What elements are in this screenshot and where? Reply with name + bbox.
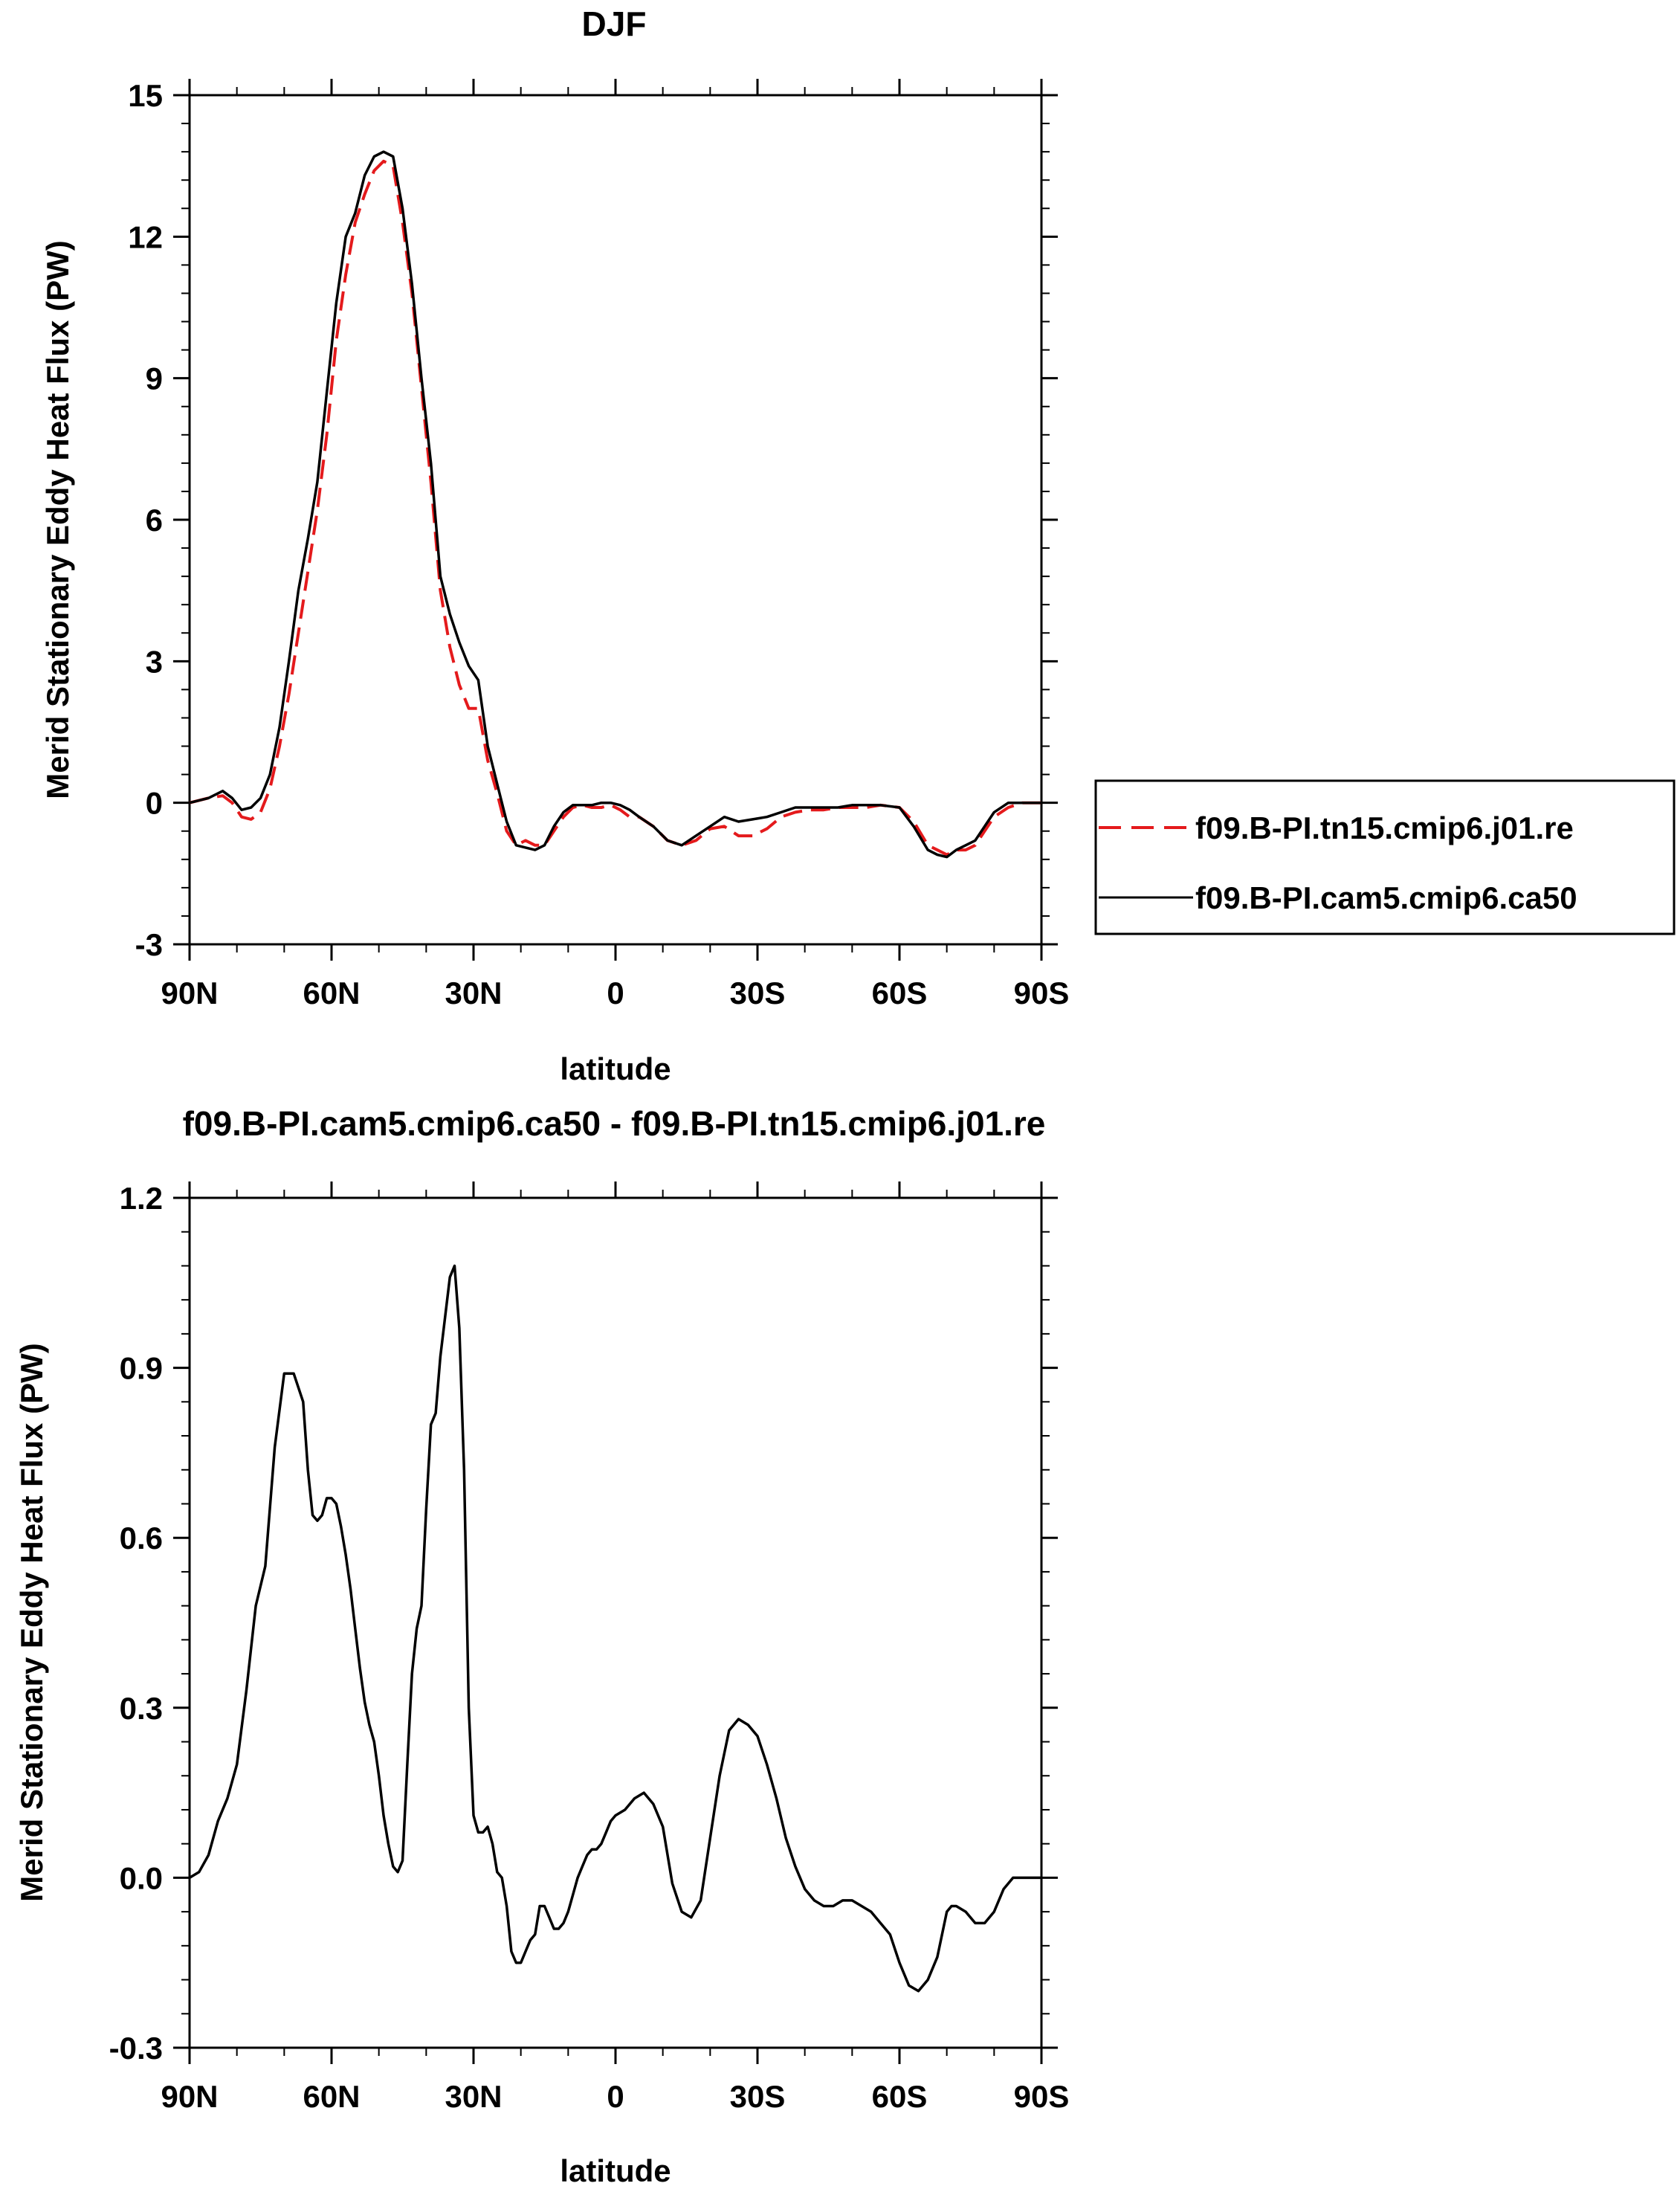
x-tick-label: 30N [445,2079,502,2114]
x-tick-label: 60S [872,976,928,1010]
chart-bottom-x-axis-label: latitude [560,2153,671,2188]
chart-top: DJF -3 0 3 6 9 12 15 90N 60N 30N 0 30S 60S 90S latit… [40,4,1676,1086]
x-tick-label: 90N [161,2079,218,2114]
y-tick-label: 0 [146,786,163,821]
legend-box [1094,779,1676,935]
y-tick-label: 15 [128,78,163,113]
legend-entry-0: f09.B-PI.tn15.cmip6.j01.re [1195,810,1574,845]
x-tick-label: 60S [872,2079,928,2114]
chart-bottom-y-tick-labels: -0.3 0.0 0.3 0.6 0.9 1.2 [109,1181,163,2066]
chart-top-y-tick-labels: -3 0 3 6 9 12 15 [128,78,163,962]
chart-top-x-axis-label: latitude [560,1051,671,1086]
x-tick-label: 60N [303,2079,360,2114]
x-tick-label: 0 [607,2079,624,2114]
y-tick-label: 6 [146,503,163,538]
chart-bottom-plot-frame [188,1196,1043,2049]
y-tick-label: -3 [135,927,163,962]
chart-top-y-axis-label: Merid Stationary Eddy Heat Flux (PW) [40,240,75,799]
y-tick-label: 0.9 [120,1351,163,1386]
x-tick-label: 90S [1014,976,1070,1010]
chart-bottom-ticks [173,1181,1058,2064]
y-tick-label: 12 [128,219,163,254]
chart-bottom-series [189,1264,1041,1993]
y-tick-label: 0.6 [120,1521,163,1555]
chart-top-title: DJF [582,4,647,43]
chart-bottom: f09.B-PI.cam5.cmip6.ca50 - f09.B-PI.tn15… [14,1104,1069,2188]
y-tick-label: 0.0 [120,1860,163,1895]
y-tick-label: -0.3 [109,2031,163,2066]
y-tick-label: 0.3 [120,1691,163,1726]
x-tick-label: 30N [445,976,502,1010]
series-line-0 [189,159,1041,857]
chart-top-legend: f09.B-PI.tn15.cmip6.j01.re f09.B-PI.cam5… [1094,779,1676,935]
y-tick-label: 9 [146,361,163,396]
chart-bottom-y-axis-label: Merid Stationary Eddy Heat Flux (PW) [14,1343,49,1901]
chart-bottom-x-tick-labels: 90N 60N 30N 0 30S 60S 90S [161,2079,1069,2114]
legend-entry-1: f09.B-PI.cam5.cmip6.ca50 [1195,880,1577,915]
x-tick-label: 30S [730,976,786,1010]
series-line-1 [189,150,1041,859]
x-tick-label: 90S [1014,2079,1070,2114]
chart-top-ticks [173,79,1058,961]
x-tick-label: 0 [607,976,624,1010]
chart-top-series [189,150,1041,859]
x-tick-label: 90N [161,976,218,1010]
x-tick-label: 60N [303,976,360,1010]
series-line-0 [189,1264,1041,1993]
chart-top-x-tick-labels: 90N 60N 30N 0 30S 60S 90S [161,976,1069,1010]
y-tick-label: 1.2 [120,1181,163,1216]
y-tick-label: 3 [146,644,163,679]
chart-bottom-title: f09.B-PI.cam5.cmip6.ca50 - f09.B-PI.tn15… [183,1104,1046,1143]
x-tick-label: 30S [730,2079,786,2114]
